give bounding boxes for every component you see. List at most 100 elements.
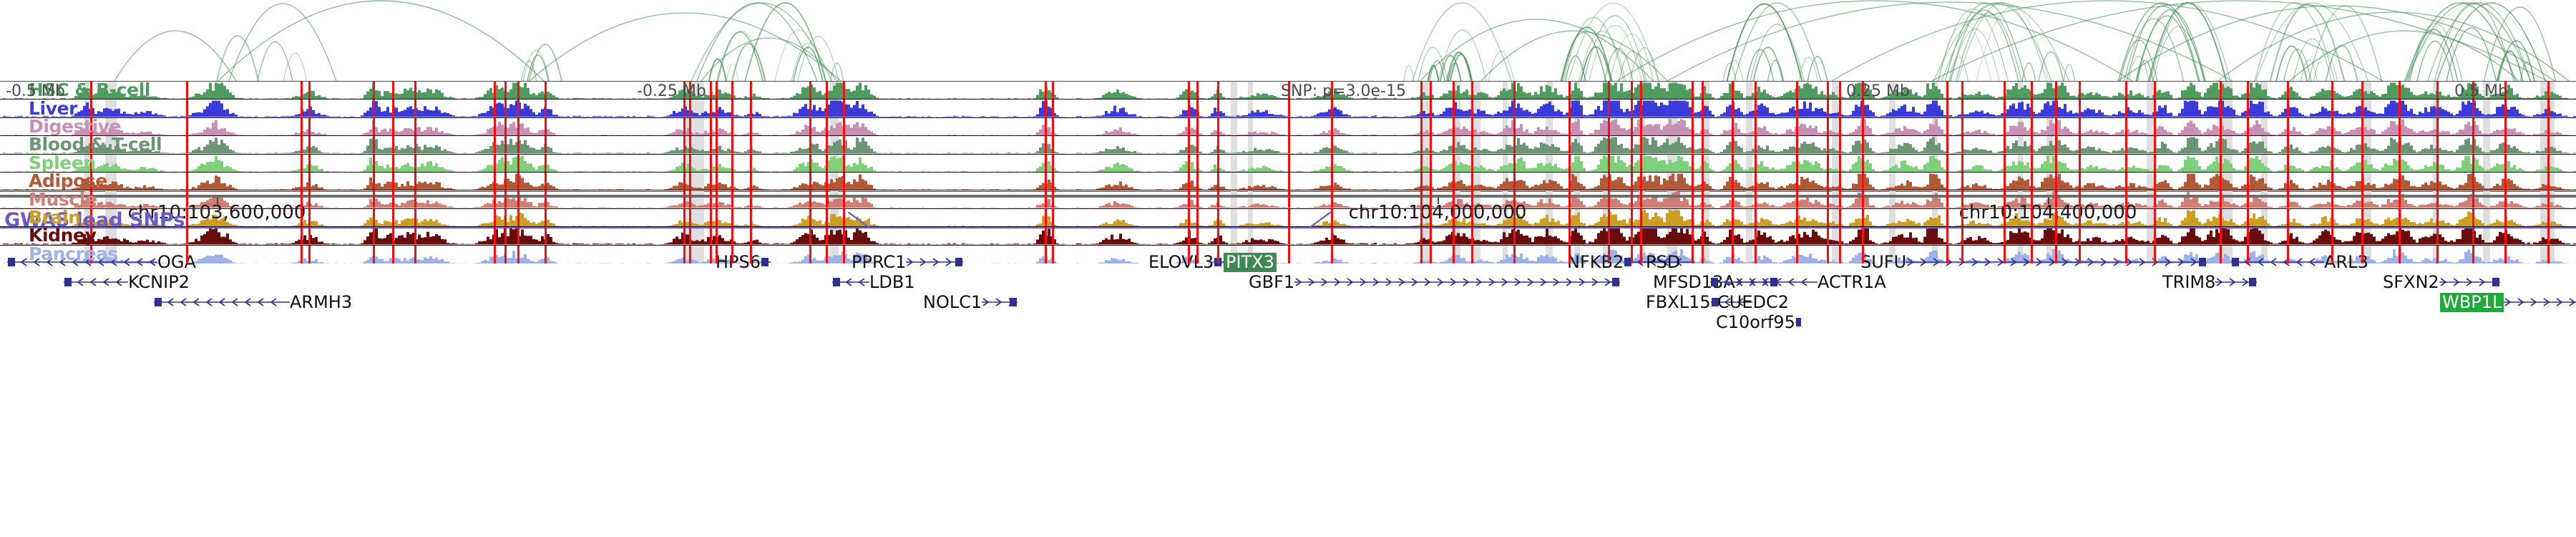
gene-label: PSD — [1646, 251, 1681, 272]
track-snp-overlay-blood_tcell — [90, 136, 2550, 154]
gene-model — [906, 258, 964, 266]
gene-actr1a[interactable]: ACTR1A — [1710, 272, 1886, 291]
gene-nolc1[interactable]: NOLC1 — [923, 292, 1018, 311]
gene-label: SUFU — [1860, 251, 1907, 272]
gene-label: SFXN2 — [2383, 271, 2439, 292]
gene-label: ELOVL3 — [1148, 251, 1214, 272]
gene-pprc1[interactable]: PPRC1 — [852, 251, 964, 272]
gene-armh3[interactable]: ARMH3 — [154, 292, 352, 311]
gene-body — [761, 255, 771, 269]
gene-label: C10orf95 — [1716, 311, 1795, 332]
gene-model — [2504, 298, 2576, 306]
coord-label-start: chr10:103,600,000 — [127, 202, 306, 223]
gene-label: PITX3 — [1224, 252, 1277, 272]
gene-model — [1710, 278, 1818, 286]
axis-tick-label: -0.5 Mb — [6, 82, 65, 100]
gene-body — [832, 275, 869, 289]
gene-body — [64, 275, 128, 289]
track-digestive[interactable]: Digestive — [0, 117, 2576, 137]
gene-body — [1710, 295, 1752, 309]
track-brain[interactable]: Brain — [0, 208, 2576, 228]
ruler-tick — [2048, 198, 2049, 204]
gene-fbxl15[interactable]: FBXL15 — [1646, 292, 1752, 311]
interaction-arcs-panel — [0, 0, 2576, 81]
track-muscle[interactable]: Muscle — [0, 190, 2576, 209]
gene-gbf1[interactable]: GBF1 — [1249, 271, 1621, 292]
gene-label: ARMH3 — [290, 291, 353, 312]
gene-nfkb2[interactable]: NFKB2 — [1567, 252, 1696, 271]
gene-label: GBF1 — [1249, 271, 1295, 292]
gene-model — [1795, 318, 1801, 326]
gene-body — [1795, 315, 1801, 329]
track-liver[interactable]: Liver — [0, 100, 2576, 118]
track-pancreas[interactable]: Pancreas — [0, 245, 2576, 263]
gene-pitx3[interactable]: PITX3 — [1224, 252, 1277, 272]
gene-label: LDB1 — [869, 271, 915, 292]
axis-tick-label: -0.25 Mb — [637, 82, 706, 100]
gene-psd[interactable]: PSD — [1646, 252, 1680, 271]
gene-kcnip2[interactable]: KCNIP2 — [64, 272, 190, 291]
ruler-tick — [1438, 198, 1439, 204]
coord-label-end: chr10:104,400,000 — [1958, 202, 2137, 223]
gwas-track-label: GWAS lead SNPs — [4, 209, 185, 231]
gene-body — [2439, 275, 2500, 289]
gene-track: OGA HPS6 PPRC1 ELOVL3 PITX3 NFKB2 PSD SUFU ARL3 K… — [0, 228, 2576, 537]
gene-model — [154, 298, 290, 306]
coord-label-mid: chr10:104,000,000 — [1348, 202, 1527, 223]
track-signal-liver — [0, 100, 2576, 117]
track-signal-blood_tcell — [0, 136, 2576, 154]
track-snp-overlay-spleen — [90, 154, 2550, 172]
track-snp-overlay-pancreas — [90, 245, 2550, 263]
gene-label: NOLC1 — [923, 291, 982, 312]
gene-hps6[interactable]: HPS6 — [716, 252, 771, 271]
gene-body — [1294, 275, 1621, 289]
gene-label: KCNIP2 — [128, 271, 190, 292]
gene-model — [1294, 278, 1621, 286]
gene-body — [2215, 275, 2258, 289]
gene-c10orf95[interactable]: C10orf95 — [1716, 312, 1801, 332]
gene-model — [832, 278, 869, 286]
snp-pvalue-annotation: SNP: p=3.0e-15 — [1281, 82, 1406, 100]
track-kidney[interactable]: Kidney — [0, 227, 2576, 246]
gene-sufu[interactable]: SUFU — [1860, 252, 2207, 271]
track-snp-overlay-brain — [90, 208, 2550, 227]
track-snp-overlay-hsc_bcell — [90, 82, 2550, 100]
gene-model — [2439, 278, 2500, 286]
gene-label: ACTR1A — [1818, 271, 1886, 292]
track-blood_tcell[interactable]: Blood & T-cell — [0, 136, 2576, 155]
gene-model — [982, 298, 1018, 306]
gene-model — [1710, 298, 1752, 306]
arc-svg — [114, 0, 2570, 81]
gene-body — [1710, 275, 1818, 289]
gene-ldb1[interactable]: LDB1 — [832, 272, 915, 291]
gene-label: PPRC1 — [852, 251, 907, 272]
ruler-tick — [217, 198, 218, 204]
axis-tick-label: 0.5 Mb — [2454, 82, 2508, 100]
gene-body — [906, 255, 964, 269]
gene-label: WBP1L — [2440, 292, 2504, 312]
gene-body — [982, 295, 1018, 309]
track-adipose[interactable]: Adipose — [0, 172, 2576, 191]
track-snp-overlay-adipose — [90, 172, 2550, 190]
gene-model — [64, 278, 128, 286]
track-snp-overlay-kidney — [90, 227, 2550, 245]
gene-oga[interactable]: OGA — [7, 252, 196, 271]
track-spleen[interactable]: Spleen — [0, 154, 2576, 173]
gene-cuedc2[interactable]: CUEDC2 — [1717, 292, 1789, 311]
gene-sfxn2[interactable]: SFXN2 — [2383, 272, 2500, 291]
gene-trim8[interactable]: TRIM8 — [2162, 271, 2258, 292]
track-signal-kidney — [0, 227, 2576, 245]
gene-model — [2215, 278, 2258, 286]
axis-tick-label: 0.25 Mb — [1846, 82, 1910, 100]
track-snp-overlay-liver — [90, 100, 2550, 117]
gene-model — [1906, 258, 2207, 266]
gene-label: FBXL15 — [1646, 291, 1711, 312]
gene-label: HPS6 — [716, 251, 761, 272]
gene-body — [7, 255, 157, 269]
gene-wbp1l[interactable]: WBP1L — [2440, 292, 2576, 312]
track-hsc_bcell[interactable]: HSC & B-cell -0.5 Mb -0.25 Mb 0.25 Mb 0.5 Mb… — [0, 82, 2576, 100]
gene-label: TRIM8 — [2162, 271, 2216, 292]
gene-body — [1906, 255, 2207, 269]
track-snp-overlay-digestive — [90, 117, 2550, 136]
